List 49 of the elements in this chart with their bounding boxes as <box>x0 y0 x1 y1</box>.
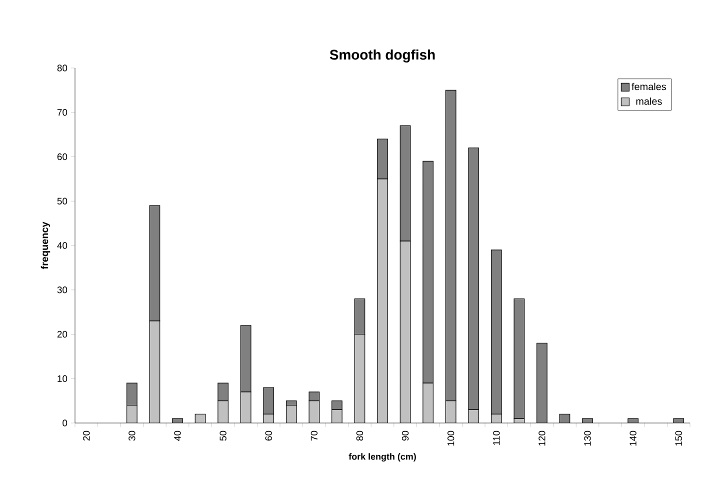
x-tick-label: 150 <box>675 430 682 446</box>
bar <box>536 343 548 423</box>
x-tick-label: 100 <box>447 430 454 446</box>
bar <box>309 400 320 423</box>
bar <box>446 400 456 423</box>
y-tick-label: 30 <box>57 286 68 294</box>
x-tick-label: 60 <box>265 430 272 441</box>
x-tick-label: 120 <box>538 430 546 446</box>
legend-label: males <box>636 98 662 105</box>
bar <box>400 125 411 242</box>
legend-label: females <box>632 82 666 90</box>
bar <box>377 138 388 180</box>
x-tick-label: 130 <box>584 430 591 446</box>
x-tick-label: 90 <box>402 430 409 441</box>
y-tick-label: 80 <box>57 64 68 72</box>
y-tick-label: 0 <box>62 420 68 426</box>
bar <box>445 90 456 402</box>
bar <box>422 160 434 384</box>
y-tick-label: 20 <box>57 330 68 338</box>
bar <box>490 250 502 414</box>
y-tick-label: 40 <box>57 242 68 249</box>
bar <box>263 387 274 414</box>
y-tick-label: 70 <box>57 109 68 116</box>
bar <box>422 383 434 423</box>
x-tick-label: 80 <box>356 430 364 441</box>
bar <box>514 298 525 419</box>
y-axis-title: frequency <box>40 222 50 270</box>
bar <box>240 325 252 392</box>
x-tick-label: 140 <box>630 430 636 446</box>
bar <box>354 298 366 335</box>
x-tick-label: 40 <box>174 430 181 441</box>
bar <box>126 382 138 406</box>
bar <box>468 148 480 410</box>
x-tick-label: 20 <box>83 430 90 441</box>
bar <box>400 241 410 423</box>
chart-title: Smooth dogfish <box>330 49 435 63</box>
x-tick-label: 50 <box>220 430 226 441</box>
x-axis-title: fork length (cm) <box>348 453 416 462</box>
bar <box>377 178 388 423</box>
bar <box>150 320 160 423</box>
y-tick-label: 60 <box>57 153 68 160</box>
bar <box>218 400 228 423</box>
x-tick-label: 30 <box>128 430 136 441</box>
x-tick-label: 110 <box>493 430 500 445</box>
y-tick-label: 50 <box>57 198 68 204</box>
bar <box>149 205 160 322</box>
bar <box>354 334 365 423</box>
x-tick-label: 70 <box>310 430 318 441</box>
y-tick-label: 10 <box>58 375 68 382</box>
